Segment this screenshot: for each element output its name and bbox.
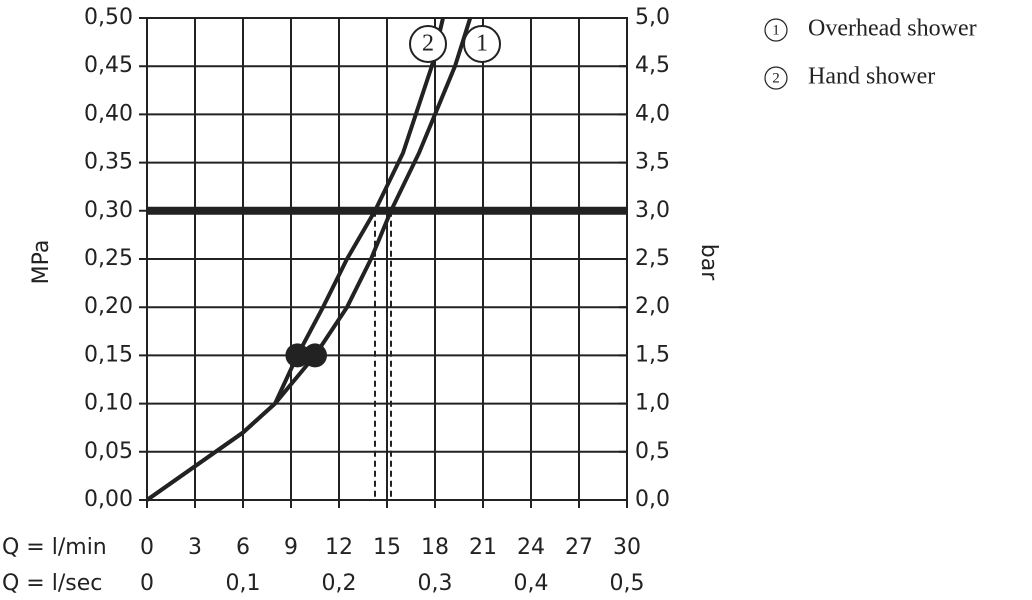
y2-tick-label: 4,5 [635,53,670,78]
y2-tick-label: 2,0 [635,294,670,319]
x2-tick-label: 0,2 [322,571,357,596]
x-tick-label: 15 [373,535,401,560]
legend-circle [764,18,788,42]
y2-tick-label: 1,0 [635,391,670,416]
y2-tick-label: 5,0 [635,5,670,30]
y-tick-label: 0,10 [84,391,133,416]
legend-number: 1 [772,22,780,38]
x-tick-label: 6 [236,535,250,560]
y2-tick-label: 3,0 [635,198,670,223]
y-tick-label: 0,50 [84,5,133,30]
x2-tick-label: 0 [140,571,154,596]
operating-point [303,343,327,368]
curve-label: 1 [476,31,488,57]
y-tick-label: 0,45 [84,53,133,78]
legend-label: Overhead shower [808,16,977,42]
curve-label-circle [463,25,501,63]
x-tick-label: 9 [284,535,298,560]
y-axis-label: MPa [29,240,54,285]
x-tick-label: 0 [140,535,154,560]
y2-tick-label: 0,0 [635,487,670,512]
y-tick-label: 0,20 [84,294,133,319]
x-tick-label: 30 [613,535,641,560]
x2-tick-label: 0,1 [226,571,261,596]
y-tick-label: 0,35 [84,150,133,175]
x-tick-label: 18 [421,535,449,560]
y2-tick-label: 1,5 [635,342,670,367]
legend-circle [764,66,788,90]
x-tick-label: 27 [565,535,593,560]
x-tick-label: 21 [469,535,497,560]
y-tick-label: 0,00 [84,487,133,512]
y-tick-label: 0,30 [84,198,133,223]
y2-tick-label: 2,5 [635,246,670,271]
x-tick-label: 24 [517,535,545,560]
curve-label-circle [409,25,447,63]
y2-tick-label: 0,5 [635,439,670,464]
y-tick-label: 0,25 [84,246,133,271]
x-tick-label: 12 [325,535,353,560]
y-tick-label: 0,40 [84,101,133,126]
x2-tick-label: 0,4 [514,571,549,596]
plot-frame [146,17,628,501]
x-tick-label: 3 [188,535,202,560]
x2-tick-label: 0,3 [418,571,453,596]
x-axis-label: Q = l/min [2,535,107,560]
y2-tick-label: 3,5 [635,150,670,175]
y-tick-label: 0,05 [84,439,133,464]
x2-tick-label: 0,5 [610,571,645,596]
legend-label: Hand shower [808,64,935,90]
operating-point [285,343,310,368]
curve [145,17,445,502]
x2-axis-label: Q = l/sec [2,571,102,596]
curve-label: 2 [422,31,434,57]
y2-axis-label: bar [696,244,721,281]
y2-tick-label: 4,0 [635,101,670,126]
legend-number: 2 [772,70,780,86]
y-tick-label: 0,15 [84,342,133,367]
